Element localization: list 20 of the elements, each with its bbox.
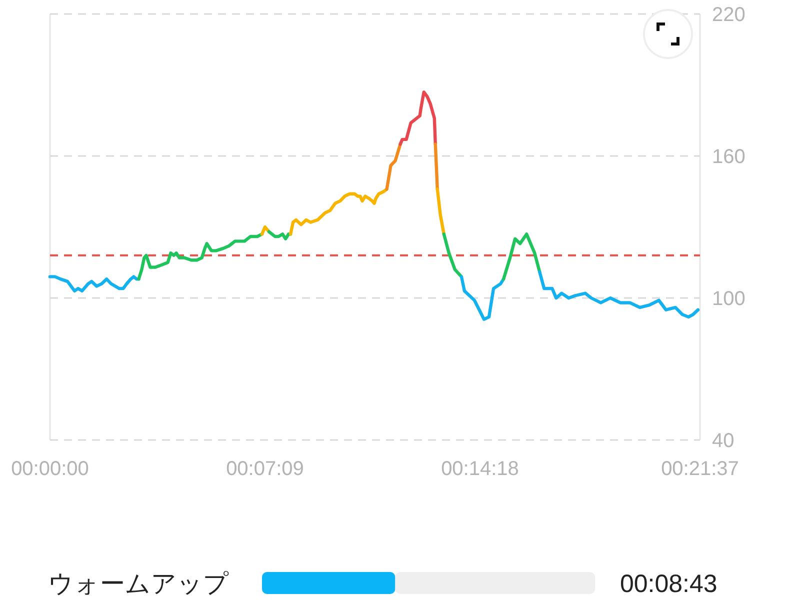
x-tick-label: 00:14:18 xyxy=(441,458,519,480)
text: 00:08:43 xyxy=(620,570,718,598)
y-tick-label: 40 xyxy=(712,430,734,452)
line-series xyxy=(48,275,140,292)
x-tick-label: 00:00:00 xyxy=(11,458,89,480)
line-series xyxy=(288,188,388,236)
y-tick-label: 220 xyxy=(712,4,746,26)
line-series xyxy=(538,270,700,319)
y-tick-label: ウォームアップ xyxy=(48,570,229,598)
line-series xyxy=(442,232,464,278)
line-series xyxy=(137,232,264,281)
x-tick-label: 00:07:09 xyxy=(226,458,304,480)
y-tick-label: 100 xyxy=(712,288,746,310)
y-tick-label: 160 xyxy=(712,146,746,168)
line-series xyxy=(460,275,506,321)
line-series xyxy=(502,232,542,281)
x-tick-label: 00:21:37 xyxy=(661,458,739,480)
line-series xyxy=(398,90,437,146)
line-series xyxy=(385,142,402,191)
line-series xyxy=(267,230,292,240)
